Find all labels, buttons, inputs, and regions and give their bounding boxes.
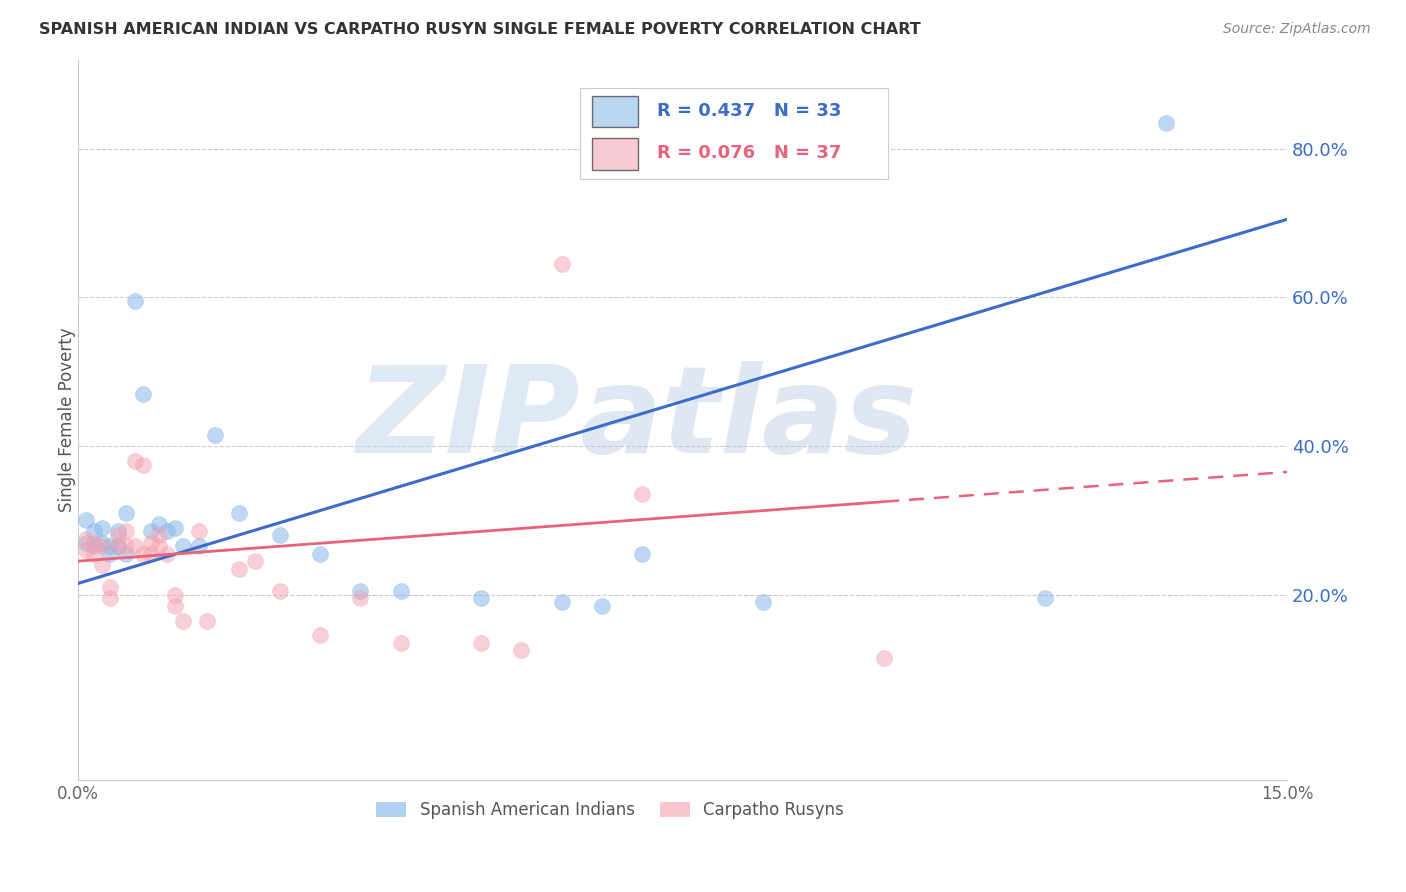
Point [107, 539, 129, 553]
Point [98, 539, 121, 553]
Point [752, 595, 775, 609]
Point [139, 547, 162, 561]
Point [470, 636, 492, 650]
Point [188, 539, 211, 553]
Point [389, 583, 412, 598]
Point [75, 532, 97, 546]
Point [228, 506, 250, 520]
Point [139, 524, 162, 539]
Point [245, 554, 267, 568]
Point [309, 547, 332, 561]
Point [75, 543, 97, 558]
Point [91, 558, 114, 572]
Point [115, 547, 138, 561]
Point [269, 528, 291, 542]
Point [115, 506, 138, 520]
Y-axis label: Single Female Poverty: Single Female Poverty [58, 327, 76, 512]
Point [124, 454, 146, 468]
Point [873, 650, 896, 665]
Point [131, 458, 153, 472]
Point [83, 524, 105, 539]
Point [124, 294, 146, 309]
Point [1033, 591, 1056, 606]
Point [163, 588, 186, 602]
Point [107, 528, 129, 542]
Point [148, 516, 170, 531]
Point [156, 547, 179, 561]
Point [91, 535, 114, 549]
Point [163, 521, 186, 535]
Point [83, 547, 105, 561]
Point [131, 387, 153, 401]
Point [91, 521, 114, 535]
Point [591, 599, 613, 613]
Point [83, 535, 105, 549]
Point [115, 524, 138, 539]
Point [204, 427, 226, 442]
Point [269, 583, 291, 598]
Point [309, 628, 332, 642]
Point [98, 547, 121, 561]
Point [124, 539, 146, 553]
Point [195, 614, 218, 628]
Point [1154, 116, 1177, 130]
Point [75, 535, 97, 549]
Point [188, 524, 211, 539]
Point [115, 539, 138, 553]
Point [83, 539, 105, 553]
Point [163, 599, 186, 613]
Point [389, 636, 412, 650]
Point [156, 524, 179, 539]
Text: SPANISH AMERICAN INDIAN VS CARPATHO RUSYN SINGLE FEMALE POVERTY CORRELATION CHAR: SPANISH AMERICAN INDIAN VS CARPATHO RUSY… [39, 22, 921, 37]
Point [131, 547, 153, 561]
Point [91, 539, 114, 553]
Legend: Spanish American Indians, Carpatho Rusyns: Spanish American Indians, Carpatho Rusyn… [370, 795, 851, 826]
Point [148, 539, 170, 553]
Point [551, 257, 574, 271]
Point [631, 487, 654, 501]
Point [551, 595, 574, 609]
Point [349, 591, 371, 606]
Point [107, 539, 129, 553]
Point [139, 535, 162, 549]
Point [98, 580, 121, 594]
Point [470, 591, 492, 606]
Point [510, 643, 533, 657]
Point [228, 561, 250, 575]
Point [107, 524, 129, 539]
Point [172, 614, 194, 628]
Point [631, 547, 654, 561]
Point [75, 513, 97, 527]
Point [148, 528, 170, 542]
Text: atlas: atlas [579, 361, 918, 478]
Point [98, 591, 121, 606]
Point [349, 583, 371, 598]
Text: ZIP: ZIP [356, 361, 579, 478]
Point [172, 539, 194, 553]
Text: Source: ZipAtlas.com: Source: ZipAtlas.com [1223, 22, 1371, 37]
